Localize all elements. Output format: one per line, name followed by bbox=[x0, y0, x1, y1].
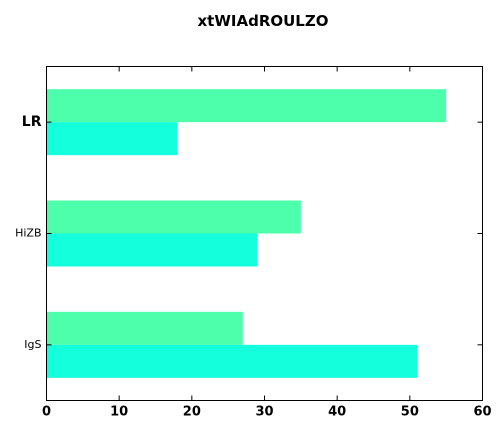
y-tick-label-igs: IgS bbox=[24, 338, 41, 351]
bar-igs-series-2 bbox=[46, 344, 418, 378]
tick-labels: LR HiZB IgS 0 10 20 30 40 50 60 bbox=[15, 114, 491, 419]
bar-lr-series-1 bbox=[46, 89, 447, 123]
x-tick-label-60: 60 bbox=[473, 405, 491, 420]
x-tick-label-20: 20 bbox=[183, 405, 201, 420]
x-tick-label-40: 40 bbox=[328, 405, 346, 420]
bar-hizb-series-1 bbox=[46, 200, 301, 234]
x-tick-label-30: 30 bbox=[255, 405, 273, 420]
bars bbox=[46, 89, 447, 378]
bar-igs-series-1 bbox=[46, 311, 243, 345]
ticks bbox=[46, 66, 483, 401]
y-tick-label-lr: LR bbox=[22, 114, 42, 130]
bar-lr-series-2 bbox=[46, 122, 178, 156]
y-tick-label-hizb: HiZB bbox=[15, 227, 41, 240]
bar-hizb-series-2 bbox=[46, 233, 258, 267]
chart-title: xtWIAdROULZO bbox=[198, 12, 329, 30]
x-tick-label-50: 50 bbox=[401, 405, 419, 420]
x-tick-label-10: 10 bbox=[110, 405, 128, 420]
x-tick-label-0: 0 bbox=[42, 405, 51, 420]
